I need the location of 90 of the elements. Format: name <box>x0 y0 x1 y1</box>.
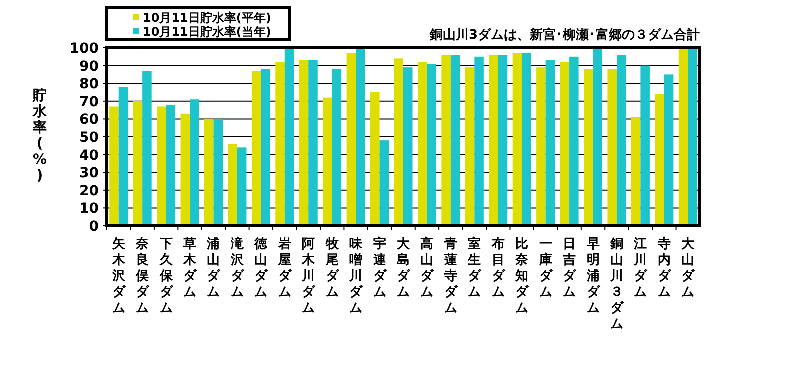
bar <box>133 101 143 226</box>
bar <box>110 106 119 226</box>
bar <box>570 56 579 226</box>
bar <box>655 94 664 226</box>
x-tick-label: 浦山ダム <box>206 237 222 300</box>
y-tick-label: 10 <box>80 201 100 218</box>
y-axis-title: 貯水率(%) <box>32 87 48 184</box>
x-tick-label: 徳山ダム <box>254 237 269 300</box>
y-tick-label: 30 <box>80 166 100 182</box>
x-tick-label: 大山ダム <box>682 237 696 300</box>
text: 銅山川3ダムは、新宮･柳瀬･富郷の３ダム合計 <box>428 27 700 43</box>
bar <box>142 71 152 226</box>
bar <box>442 55 451 226</box>
x-tick-label: 青蓮寺ダム <box>443 237 458 316</box>
x-tick-label: 大島ダム <box>397 237 411 300</box>
x-tick-label: 牧尾ダム <box>324 237 340 300</box>
bar <box>228 144 238 226</box>
legend-label: 10月11日貯水率(当年) <box>143 25 272 39</box>
bar <box>404 68 413 226</box>
x-tick-label: 室生ダム <box>467 236 482 300</box>
bar <box>356 48 366 226</box>
x-tick-label: 岩屋ダム <box>277 237 292 300</box>
bar <box>560 62 570 226</box>
y-tick-label: 100 <box>70 41 100 57</box>
bar <box>157 106 166 226</box>
bar <box>640 66 650 226</box>
bar <box>118 87 128 226</box>
bar <box>608 69 617 226</box>
bar <box>166 104 176 226</box>
bar <box>323 98 332 226</box>
bar <box>190 100 200 226</box>
x-tick-label: 布目ダム <box>490 237 506 300</box>
y-tick-label: 0 <box>89 219 100 235</box>
bar <box>584 69 594 226</box>
bar <box>664 74 674 226</box>
bar <box>474 56 484 226</box>
bar <box>394 58 404 226</box>
y-tick-label: 50 <box>80 130 100 146</box>
y-tick-label: 20 <box>80 183 100 200</box>
bar <box>593 48 603 226</box>
bar <box>252 71 262 226</box>
bar <box>299 60 309 226</box>
y-tick-label: 80 <box>80 76 100 93</box>
bar <box>450 55 460 226</box>
bar <box>522 53 532 226</box>
x-tick-label: 銅山川３ダム <box>609 237 624 332</box>
x-tick-label: 日吉ダム <box>562 237 578 300</box>
x-tick-label: 矢木沢ダム <box>111 237 126 316</box>
bar <box>308 60 318 226</box>
x-tick-label: 草木ダム <box>182 237 198 300</box>
bar <box>546 60 556 226</box>
bar <box>688 48 698 226</box>
x-tick-label: 比奈知ダム <box>514 237 530 316</box>
bar <box>427 64 436 226</box>
x-tick-label: 下久保ダム <box>158 237 174 316</box>
x-tick-label: 高山ダム <box>420 236 435 300</box>
bar <box>498 55 508 226</box>
x-tick-label: 奈良俣ダム <box>135 237 150 316</box>
bar <box>631 117 641 226</box>
bar <box>418 62 428 226</box>
x-tick-label: 早明浦ダム <box>586 237 601 316</box>
y-tick-label: 90 <box>80 58 100 75</box>
bar <box>332 69 342 226</box>
bar <box>512 53 522 226</box>
bar <box>180 114 190 226</box>
bar <box>465 68 475 226</box>
bar <box>284 48 294 226</box>
bar <box>616 55 626 226</box>
x-tick-label: 滝沢ダム <box>230 236 245 300</box>
y-tick-label: 70 <box>80 94 100 110</box>
x-tick-label: 江川ダム <box>633 237 648 300</box>
bar <box>214 119 223 226</box>
x-tick-label: 味噌川ダム <box>348 237 364 316</box>
bar <box>489 55 498 226</box>
bar <box>261 69 270 226</box>
x-tick-label: 宇連ダム <box>372 236 388 300</box>
bar <box>678 48 688 226</box>
x-tick-label: 阿木川ダム <box>301 237 316 316</box>
bar <box>346 53 356 226</box>
y-tick-label: 60 <box>80 112 100 128</box>
bar <box>204 119 214 226</box>
y-tick-label: 40 <box>80 148 100 164</box>
bar <box>380 140 390 226</box>
x-tick-label: 寺内ダム <box>656 236 672 300</box>
x-tick-label: 一庫ダム <box>538 237 554 300</box>
legend-label: 10月11日貯水率(平年) <box>143 11 272 25</box>
bar <box>237 148 247 226</box>
bar <box>536 68 546 226</box>
bar <box>370 92 380 226</box>
bar <box>276 62 285 226</box>
